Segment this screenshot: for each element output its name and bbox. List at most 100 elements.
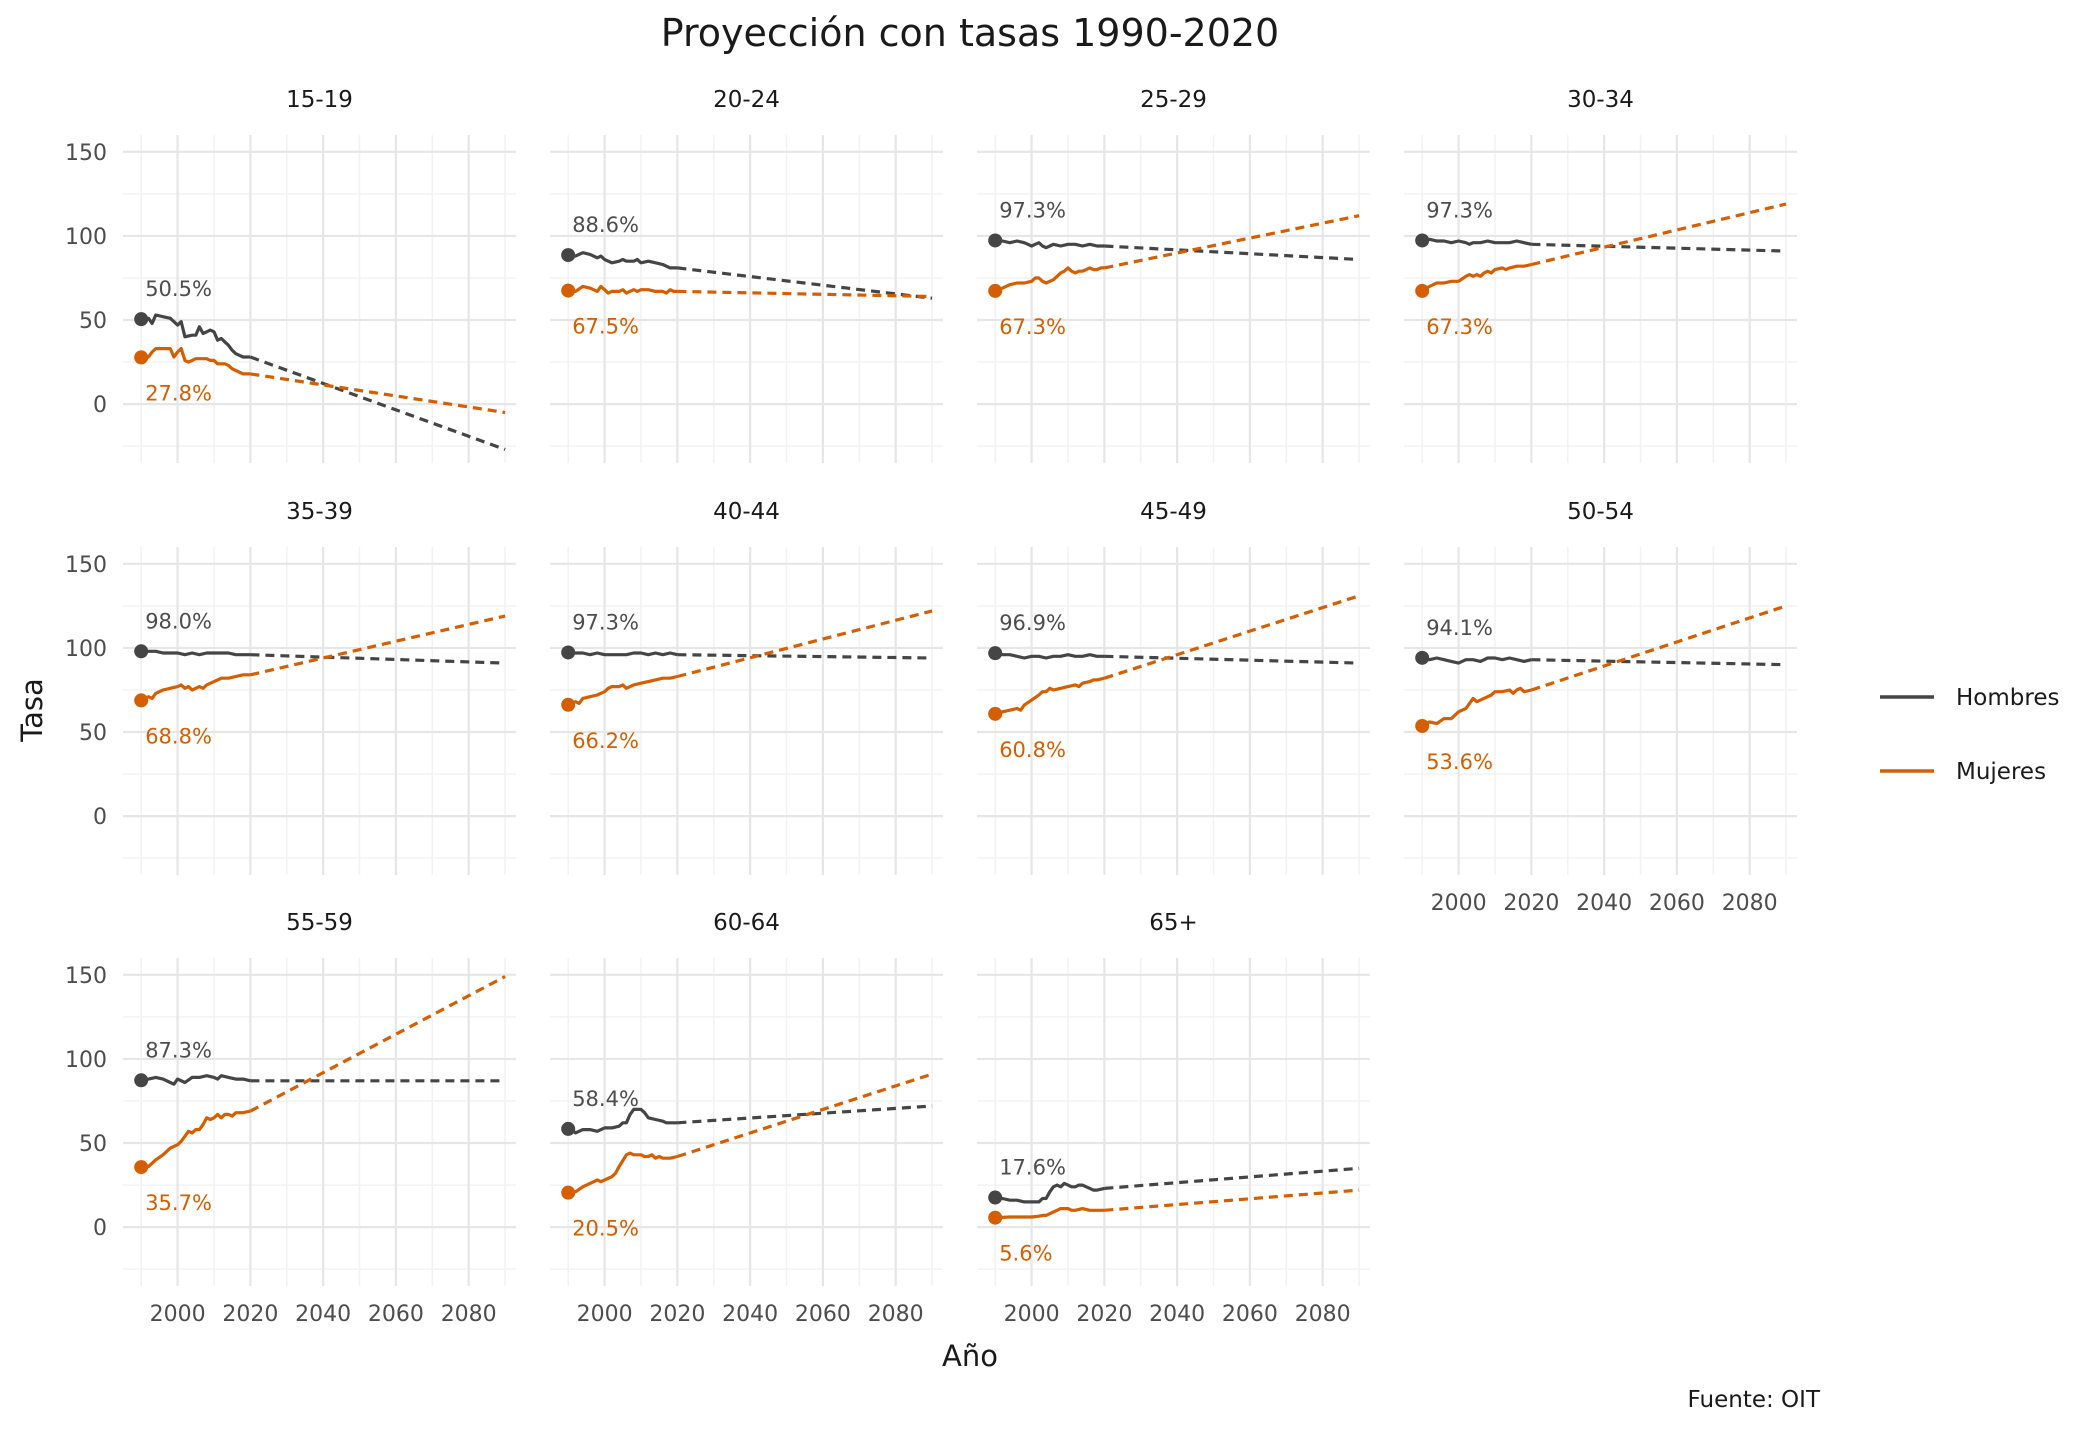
panel-45-49-hombres-projection-line (1104, 654, 1360, 665)
panel-30-34-mujeres-start-point (1415, 283, 1430, 298)
panel-60-64-mujeres-start-label: 20.5% (572, 1217, 639, 1241)
panel-35-39-strip-label: 35-39 (286, 499, 353, 525)
panel-25-29-mujeres-start-point (988, 283, 1003, 298)
panel-65plus-strip-label: 65+ (1149, 910, 1198, 936)
panel-55-59-hombres-start-label: 87.3% (145, 1038, 212, 1062)
panel-45-49-strip-label: 45-49 (1140, 499, 1207, 525)
panel-45-49-hombres-start-label: 96.9% (999, 611, 1066, 635)
panel-40-44-mujeres-projection-line (677, 609, 933, 679)
panel-25-29-hombres-observed-line (995, 238, 1105, 250)
y-tick-label: 0 (93, 393, 107, 418)
panel-20-24-mujeres-observed-line (568, 284, 678, 295)
y-tick-label: 50 (79, 309, 107, 334)
panel-25-29-mujeres-observed-line (994, 266, 1105, 293)
panel-65plus-mujeres-start-label: 5.6% (999, 1242, 1052, 1266)
x-tick-label: 2020 (1076, 1302, 1132, 1327)
y-axis-label: Tasa (15, 678, 49, 743)
panel-25-29-hombres-start-label: 97.3% (999, 198, 1066, 222)
chart-title: Proyección con tasas 1990-2020 (661, 11, 1279, 55)
x-tick-label: 2040 (295, 1302, 351, 1327)
panel-40-44-hombres-start-label: 97.3% (572, 610, 639, 634)
y-tick-label: 0 (93, 805, 107, 830)
legend-label-hombres: Hombres (1956, 685, 2059, 711)
x-tick-label: 2000 (577, 1302, 633, 1327)
panel-20-24-hombres-start-label: 88.6% (572, 213, 639, 237)
y-tick-label: 50 (79, 1132, 107, 1157)
panel-45-49-hombres-observed-line (994, 651, 1105, 660)
panel-20-24-hombres-projection-line (677, 266, 933, 300)
chart-caption: Fuente: OIT (1688, 1387, 1821, 1413)
panel-30-34-strip-label: 30-34 (1567, 87, 1634, 113)
x-tick-label: 2080 (1722, 891, 1778, 916)
panel-45-49-hombres-start-point (988, 646, 1003, 661)
panel-15-19-mujeres-start-point (134, 350, 149, 365)
y-tick-label: 150 (65, 553, 107, 578)
panel-50-54-mujeres-start-point (1415, 718, 1430, 733)
panel-60-64-hombres-projection-line (677, 1104, 933, 1125)
panel-35-39-hombres-projection-line (250, 653, 506, 665)
panel-65plus-hombres-start-label: 17.6% (999, 1156, 1066, 1180)
panel-55-59-hombres-observed-line (140, 1074, 251, 1086)
panel-35-39-hombres-start-label: 98.0% (145, 609, 212, 633)
panel-30-34-mujeres-projection-line (1531, 202, 1787, 267)
y-tick-label: 150 (65, 964, 107, 989)
y-tick-label: 100 (65, 1048, 107, 1073)
panel-40-44-hombres-observed-line (568, 650, 678, 657)
panel-55-59-hombres-start-point (134, 1073, 149, 1088)
panel-15-19-hombres-projection-line (249, 355, 506, 452)
panel-25-29-mujeres-start-label: 67.3% (999, 315, 1066, 339)
panel-25-29-hombres-projection-line (1104, 244, 1360, 262)
panel-65plus-hombres-observed-line (994, 1181, 1105, 1204)
x-tick-label: 2060 (795, 1302, 851, 1327)
panel-20-24-hombres-observed-line (567, 251, 678, 270)
x-tick-label: 2040 (1576, 891, 1632, 916)
panel-25-29-hombres-start-point (988, 233, 1003, 248)
panel-45-49-mujeres-start-point (988, 706, 1003, 721)
panel-15-19-hombres-start-point (134, 312, 149, 327)
panel-50-54-hombres-start-point (1415, 650, 1430, 665)
panel-40-44-mujeres-observed-line (567, 674, 678, 707)
panel-20-24-mujeres-start-point (561, 283, 576, 298)
panel-30-34-hombres-start-point (1415, 233, 1430, 248)
panel-50-54-hombres-start-label: 94.1% (1426, 616, 1493, 640)
y-tick-label: 50 (79, 721, 107, 746)
x-tick-label: 2000 (1431, 891, 1487, 916)
legend-label-mujeres: Mujeres (1956, 759, 2046, 785)
x-tick-label: 2080 (868, 1302, 924, 1327)
x-axis-label: Año (942, 1339, 998, 1373)
panel-55-59-mujeres-start-point (134, 1160, 149, 1175)
panel-20-24-strip-label: 20-24 (713, 87, 780, 113)
panel-65plus-hombres-projection-line (1104, 1166, 1360, 1190)
panel-65plus-mujeres-start-point (988, 1210, 1003, 1225)
panel-15-19-hombres-start-label: 50.5% (145, 277, 212, 301)
panel-15-19-hombres-observed-line (141, 313, 251, 359)
panel-65plus-hombres-start-point (988, 1190, 1003, 1205)
panel-50-54-mujeres-start-label: 53.6% (1426, 750, 1493, 774)
panel-60-64-hombres-start-point (561, 1121, 576, 1136)
panel-30-34-hombres-start-label: 97.3% (1426, 198, 1493, 222)
panel-35-39-mujeres-start-point (134, 693, 149, 708)
panel-60-64-mujeres-start-point (561, 1185, 576, 1200)
panel-60-64-strip-label: 60-64 (713, 910, 780, 936)
x-tick-label: 2060 (1649, 891, 1705, 916)
y-tick-label: 0 (93, 1216, 107, 1241)
panel-60-64-mujeres-observed-line (568, 1151, 678, 1195)
panel-45-49-mujeres-projection-line (1103, 594, 1360, 680)
panel-35-39-mujeres-projection-line (250, 614, 506, 677)
panel-30-34-mujeres-observed-line (1421, 262, 1532, 293)
x-tick-label: 2000 (1004, 1302, 1060, 1327)
panel-15-19-strip-label: 15-19 (286, 87, 353, 113)
panel-40-44-mujeres-start-label: 66.2% (572, 729, 639, 753)
panel-55-59-strip-label: 55-59 (286, 910, 353, 936)
panel-50-54-mujeres-observed-line (1421, 686, 1532, 728)
panel-35-39-hombres-start-point (134, 644, 149, 659)
x-tick-label: 2080 (441, 1302, 497, 1327)
panel-40-44-hombres-projection-line (677, 653, 933, 660)
panel-65plus-mujeres-observed-line (995, 1206, 1105, 1220)
panel-40-44-hombres-start-point (561, 645, 576, 660)
x-tick-label: 2000 (150, 1302, 206, 1327)
x-tick-label: 2020 (1503, 891, 1559, 916)
panel-55-59-mujeres-start-label: 35.7% (145, 1191, 212, 1215)
panel-45-49-mujeres-start-label: 60.8% (999, 738, 1066, 762)
